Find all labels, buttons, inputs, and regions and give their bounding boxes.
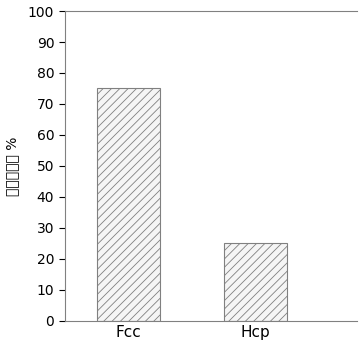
Bar [97, 89, 160, 321]
Y-axis label: 含量百分比 %: 含量百分比 % [5, 136, 20, 195]
Bar [224, 243, 287, 321]
